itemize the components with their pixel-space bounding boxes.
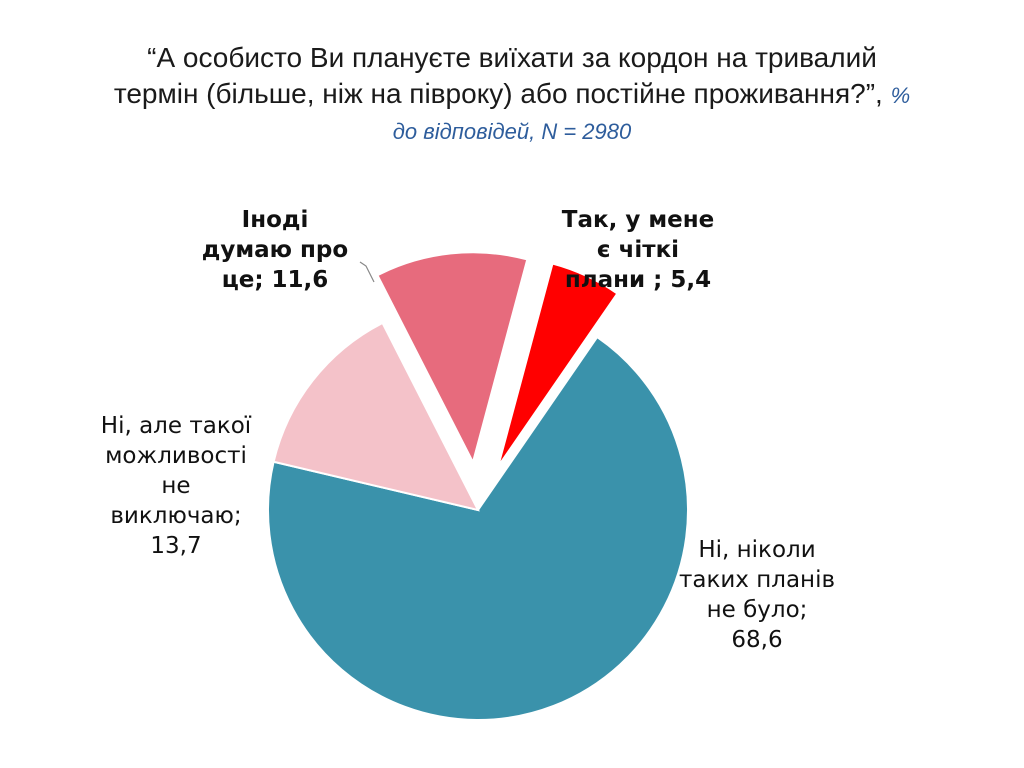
pie-slice	[376, 251, 529, 466]
title-line-2-text: термін (більше, ніж на півроку) або пост…	[113, 78, 883, 109]
unit-note-n: до відповідей, N = 2980	[392, 119, 632, 144]
slice-label-line: 13,7	[150, 533, 201, 559]
slice-label-line: думаю про	[202, 237, 348, 263]
chart-title: “А особисто Ви плануєте виїхати за кордо…	[40, 40, 984, 150]
slice-label-line: не	[161, 473, 190, 499]
slice-label-line: таких планів	[679, 567, 835, 593]
unit-note-percent: %	[890, 83, 911, 108]
slice-label-line: виключаю;	[110, 503, 241, 529]
slice-label-line: це; 11,6	[222, 267, 329, 293]
pie-slice	[272, 321, 480, 512]
slice-label-line: не було;	[707, 597, 808, 623]
slice-label: Іноді думаю про це; 11,6	[202, 207, 348, 293]
title-line-1: “А особисто Ви плануєте виїхати за кордо…	[147, 42, 877, 73]
slice-label-line: можливості	[105, 443, 247, 469]
pie-slice	[497, 262, 619, 467]
slice-label: Ні, але такої можливості не виключаю; 13,7	[101, 413, 252, 559]
title-line-2: термін (більше, ніж на півроку) або пост…	[40, 76, 984, 114]
slice-label-line: Ні, ніколи	[698, 537, 815, 563]
slice-label-line: Так, у мене	[562, 207, 714, 233]
slice-label-line: Іноді	[242, 207, 309, 233]
slice-label-line: Ні, але такої	[101, 413, 252, 439]
slice-label-line: плани ; 5,4	[565, 267, 711, 293]
pie-slice	[267, 335, 689, 721]
slice-label: Так, у мене є чіткі плани ; 5,4	[562, 207, 714, 293]
slice-label-line: є чіткі	[597, 237, 679, 263]
slice-label: Ні, ніколи таких планів не було; 68,6	[679, 537, 835, 653]
slice-label-line: 68,6	[731, 627, 782, 653]
label-leader-line	[359, 261, 375, 283]
